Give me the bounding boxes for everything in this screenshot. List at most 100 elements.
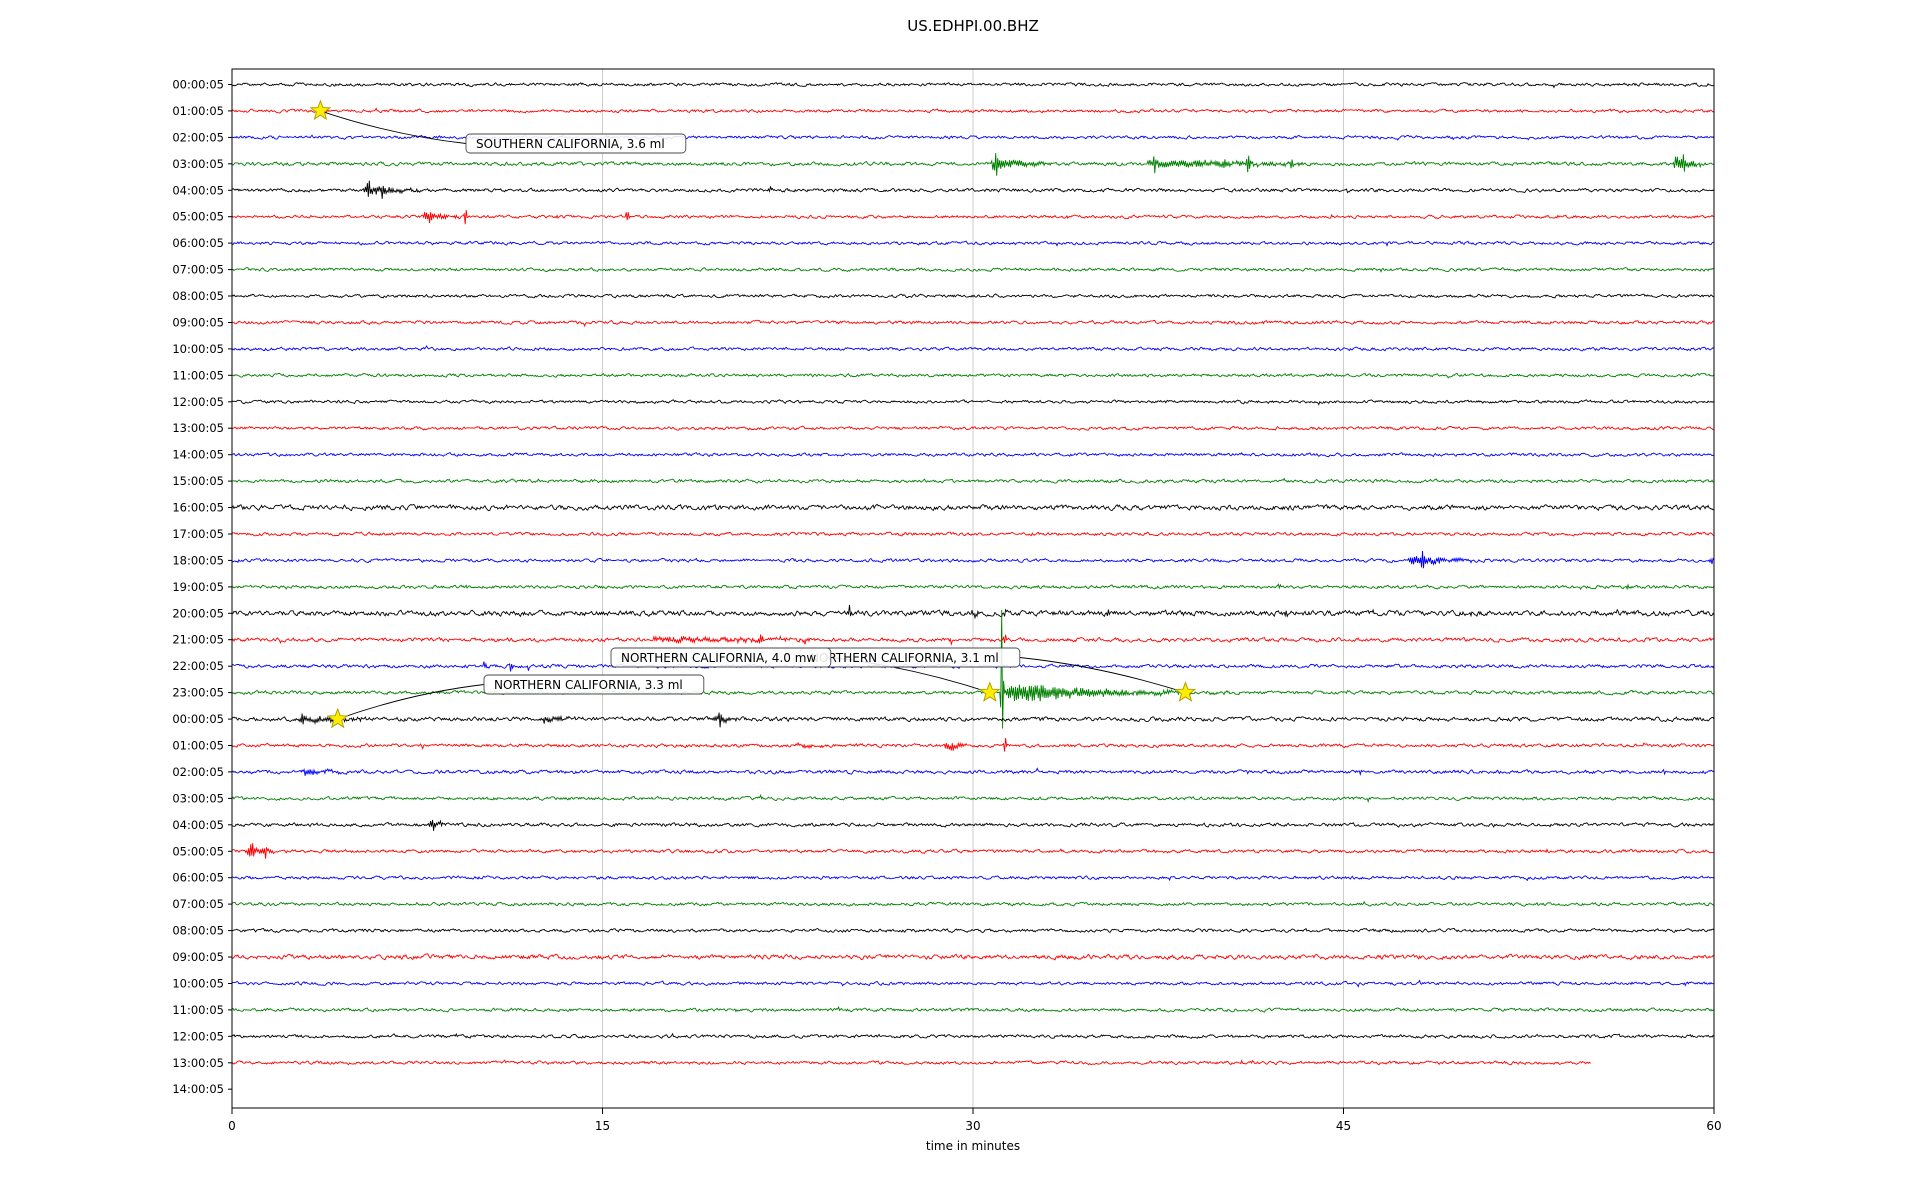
- row-label-9: 09:00:05: [172, 316, 224, 330]
- trace-row-27: [231, 793, 1715, 803]
- trace-row-36: [231, 1032, 1715, 1039]
- trace-row-14: [231, 451, 1715, 458]
- row-label-15: 15:00:05: [172, 474, 224, 488]
- row-label-24: 00:00:05: [172, 712, 224, 726]
- trace-row-24: [231, 712, 1715, 728]
- trace-row-35: [231, 1005, 1715, 1013]
- row-label-8: 08:00:05: [172, 289, 224, 303]
- row-label-17: 17:00:05: [172, 527, 224, 541]
- event-leader-line: [1019, 657, 1186, 694]
- trace-row-16: [231, 503, 1715, 512]
- event-leader-line: [337, 684, 485, 720]
- row-label-34: 10:00:05: [172, 977, 224, 991]
- row-label-5: 05:00:05: [172, 210, 224, 224]
- row-label-4: 04:00:05: [172, 183, 224, 197]
- trace-row-32: [231, 927, 1715, 934]
- trace-row-5: [231, 210, 1715, 225]
- row-label-27: 03:00:05: [172, 791, 224, 805]
- trace-row-18: [231, 550, 1715, 569]
- row-label-36: 12:00:05: [172, 1029, 224, 1043]
- trace-row-1: [231, 107, 1715, 114]
- row-label-25: 01:00:05: [172, 739, 224, 753]
- row-label-12: 12:00:05: [172, 395, 224, 409]
- axis-labels: 0 15 30 45 60 00:00:05 01:00:05 02:00:05 03:00:0…: [172, 78, 1721, 1134]
- row-label-21: 21:00:05: [172, 633, 224, 647]
- event-star: [978, 681, 1001, 702]
- trace-row-12: [231, 399, 1715, 406]
- chart-title: US.EDHPI.00.BHZ: [907, 17, 1039, 35]
- row-label-2: 02:00:05: [172, 130, 224, 144]
- x-tick-label: 0: [228, 1119, 236, 1133]
- trace-row-17: [232, 531, 1715, 537]
- row-label-26: 02:00:05: [172, 765, 224, 779]
- trace-row-23: [231, 609, 1715, 729]
- row-label-11: 11:00:05: [172, 368, 224, 382]
- trace-row-11: [231, 372, 1715, 379]
- event-label-box: [465, 133, 687, 154]
- x-tick-label: 45: [1336, 1119, 1351, 1133]
- row-label-37: 13:00:05: [172, 1056, 224, 1070]
- row-label-18: 18:00:05: [172, 553, 224, 567]
- row-label-28: 04:00:05: [172, 818, 224, 832]
- trace-row-3: [231, 153, 1715, 176]
- event-label: NORTHERN CALIFORNIA, 4.0 mw: [621, 651, 816, 665]
- x-tick-label: 60: [1706, 1119, 1721, 1133]
- trace-row-13: [231, 425, 1715, 431]
- row-label-1: 01:00:05: [172, 104, 224, 118]
- row-label-20: 20:00:05: [172, 606, 224, 620]
- trace-row-31: [231, 900, 1715, 907]
- trace-row-10: [231, 344, 1715, 352]
- x-tick-label: 30: [965, 1119, 980, 1133]
- trace-row-26: [231, 767, 1715, 776]
- trace-row-15: [231, 477, 1715, 484]
- event-star: [1174, 681, 1197, 702]
- row-label-32: 08:00:05: [172, 924, 224, 938]
- event-label-box: [483, 674, 705, 695]
- row-label-14: 14:00:05: [172, 448, 224, 462]
- row-label-31: 07:00:05: [172, 897, 224, 911]
- trace-row-29: [231, 843, 1714, 859]
- trace-row-19: [231, 583, 1715, 591]
- row-label-0: 00:00:05: [172, 78, 224, 92]
- grid-layer: [602, 69, 1344, 1108]
- event-star: [309, 99, 332, 121]
- row-label-10: 10:00:05: [172, 342, 224, 356]
- trace-row-30: [231, 875, 1715, 882]
- x-axis-label: time in minutes: [926, 1139, 1020, 1153]
- event-star: [326, 707, 349, 729]
- event-annotations: SOUTHERN CALIFORNIA, 3.6 ml NORTHERN CALI…: [309, 99, 1197, 729]
- trace-row-0: [231, 82, 1715, 89]
- x-tick-label: 15: [595, 1119, 610, 1133]
- trace-row-6: [231, 240, 1715, 247]
- trace-row-8: [231, 293, 1715, 299]
- row-label-33: 09:00:05: [172, 950, 224, 964]
- row-label-29: 05:00:05: [172, 844, 224, 858]
- row-label-23: 23:00:05: [172, 686, 224, 700]
- trace-row-33: [231, 953, 1715, 961]
- event-label: NORTHERN CALIFORNIA, 3.3 ml: [494, 678, 683, 692]
- row-label-19: 19:00:05: [172, 580, 224, 594]
- row-label-6: 06:00:05: [172, 236, 224, 250]
- row-label-7: 07:00:05: [172, 263, 224, 277]
- trace-row-4: [231, 180, 1715, 199]
- trace-row-20: [231, 604, 1715, 620]
- trace-row-37: [231, 1059, 1591, 1066]
- event-label-box: [610, 647, 832, 668]
- row-label-30: 06:00:05: [172, 871, 224, 885]
- trace-row-25: [231, 737, 1715, 752]
- trace-row-21: [231, 634, 1715, 646]
- row-label-22: 22:00:05: [172, 659, 224, 673]
- row-label-35: 11:00:05: [172, 1003, 224, 1017]
- row-label-3: 03:00:05: [172, 157, 224, 171]
- trace-row-7: [232, 267, 1714, 273]
- event-leader-line: [320, 110, 467, 144]
- row-label-16: 16:00:05: [172, 501, 224, 515]
- row-label-38: 14:00:05: [172, 1082, 224, 1096]
- trace-row-34: [231, 979, 1715, 988]
- event-label: NORTHERN CALIFORNIA, 3.1 ml: [810, 651, 999, 665]
- event-label: SOUTHERN CALIFORNIA, 3.6 ml: [476, 137, 665, 151]
- row-label-13: 13:00:05: [172, 421, 224, 435]
- trace-row-9: [231, 319, 1715, 328]
